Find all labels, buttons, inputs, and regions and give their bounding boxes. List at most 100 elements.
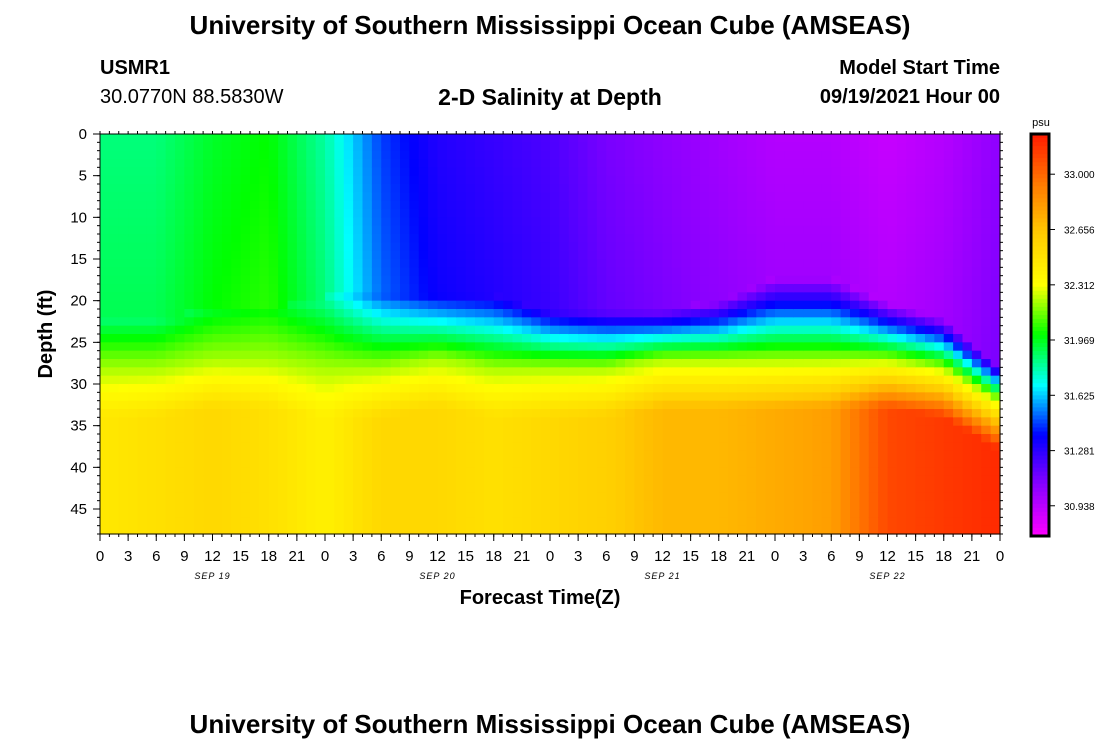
heatmap-cell (953, 184, 964, 193)
heatmap-cell (793, 442, 804, 452)
heatmap-cell (418, 484, 429, 493)
x-tick-label: 12 (429, 548, 446, 565)
heatmap-cell (465, 200, 476, 210)
heatmap-cell (971, 442, 982, 452)
heatmap-cell (981, 242, 992, 252)
heatmap-cell (109, 275, 120, 285)
heatmap-cell (353, 367, 364, 377)
heatmap-cell (887, 484, 898, 493)
heatmap-cell (615, 250, 626, 260)
heatmap-cell (868, 492, 879, 502)
heatmap-cell (484, 292, 495, 302)
heatmap-cell (278, 134, 289, 143)
heatmap-cell (662, 167, 673, 177)
heatmap-cell (793, 134, 804, 143)
heatmap-cell (109, 184, 120, 193)
heatmap-cell (250, 217, 260, 227)
heatmap-cell (362, 334, 373, 343)
heatmap-cell (662, 467, 673, 477)
heatmap-cell (756, 417, 767, 427)
heatmap-cell (493, 417, 504, 427)
heatmap-cell (559, 317, 570, 327)
heatmap-cell (943, 259, 954, 268)
heatmap-cell (568, 159, 579, 168)
heatmap-cell (409, 159, 420, 168)
heatmap-cell (278, 217, 289, 227)
heatmap-cell (606, 259, 617, 268)
heatmap-cell (278, 400, 289, 410)
heatmap-cell (475, 500, 485, 510)
heatmap-cell (568, 342, 579, 352)
heatmap-cell (859, 200, 870, 210)
heatmap-cell (596, 442, 607, 452)
heatmap-cell (634, 475, 645, 485)
heatmap-cell (934, 400, 945, 410)
heatmap-cell (634, 459, 645, 468)
heatmap-cell (446, 525, 457, 535)
heatmap-cell (700, 375, 710, 385)
heatmap-cell (934, 392, 945, 402)
heatmap-cell (765, 325, 776, 335)
heatmap-cell (746, 317, 757, 327)
heatmap-cell (568, 275, 579, 285)
heatmap-cell (512, 242, 523, 252)
heatmap-cell (465, 150, 476, 160)
heatmap-cell (971, 217, 982, 227)
heatmap-cell (268, 167, 279, 177)
heatmap-cell (934, 134, 945, 143)
heatmap-cell (315, 267, 326, 277)
heatmap-cell (531, 384, 542, 393)
heatmap-cell (943, 334, 954, 343)
heatmap-cell (962, 409, 973, 418)
heatmap-cell (784, 167, 795, 177)
heatmap-cell (540, 475, 551, 485)
heatmap-cell (850, 342, 860, 352)
heatmap-cell (175, 359, 185, 368)
heatmap-cell (540, 450, 551, 460)
heatmap-cell (962, 425, 973, 435)
chart-axes: 0 3 6 9 12 15 18 21 0 3 6 9 12 15 18 21 0 3 6 9 12 15 18 21 0 3 6 9… (35, 126, 1004, 609)
heatmap-cell (728, 492, 739, 502)
heatmap-cell (325, 409, 335, 418)
heatmap-cell (165, 350, 176, 360)
heatmap-cell (203, 525, 214, 535)
heatmap-cell (943, 159, 954, 168)
heatmap-cell (587, 500, 598, 510)
x-tick-label: 12 (204, 548, 221, 565)
heatmap-cell (831, 400, 842, 410)
heatmap-cell (475, 225, 485, 235)
x-tick-label: 9 (855, 548, 863, 565)
heatmap-cell (878, 267, 889, 277)
heatmap-cell (831, 250, 842, 260)
heatmap-cell (231, 284, 242, 293)
heatmap-cell (240, 309, 251, 318)
heatmap-cell (306, 525, 317, 535)
heatmap-cell (981, 325, 992, 335)
heatmap-cell (203, 484, 214, 493)
heatmap-cell (765, 284, 776, 293)
heatmap-cell (634, 342, 645, 352)
heatmap-cell (484, 175, 495, 185)
heatmap-cell (390, 500, 401, 510)
heatmap-cell (765, 500, 776, 510)
heatmap-cell (240, 209, 251, 218)
heatmap-cell (868, 242, 879, 252)
heatmap-cell (381, 450, 392, 460)
heatmap-cell (475, 350, 485, 360)
heatmap-cell (812, 250, 823, 260)
heatmap-cell (953, 142, 964, 152)
heatmap-cell (165, 442, 176, 452)
heatmap-cell (840, 400, 851, 410)
heatmap-cell (325, 134, 335, 143)
heatmap-cell (596, 484, 607, 493)
heatmap-cell (653, 434, 664, 443)
heatmap-cell (550, 334, 560, 343)
heatmap-cell (971, 509, 982, 518)
heatmap-cell (128, 142, 139, 152)
heatmap-cell (784, 342, 795, 352)
heatmap-cell (362, 300, 373, 310)
heatmap-cell (671, 309, 682, 318)
heatmap-cell (803, 242, 814, 252)
heatmap-cell (446, 200, 457, 210)
heatmap-cell (990, 400, 1001, 410)
